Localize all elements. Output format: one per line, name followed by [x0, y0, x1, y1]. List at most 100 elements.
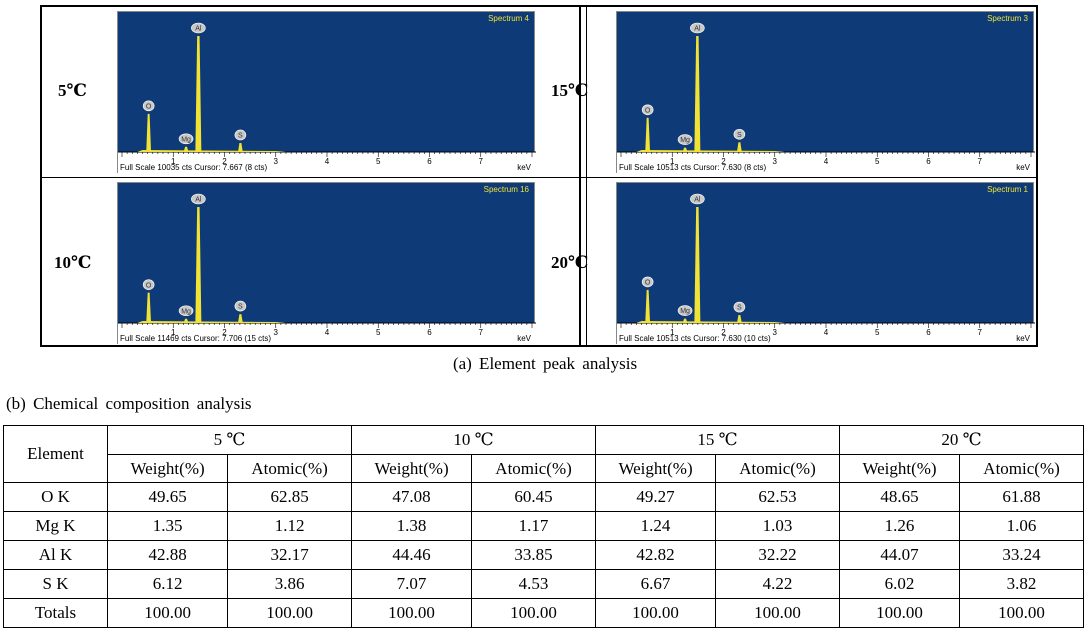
background-hump [636, 150, 785, 152]
spectrum-peak [736, 315, 742, 323]
element-cell: O K [3, 482, 108, 512]
figure-divider-vertical [579, 7, 581, 345]
axis-tick-label: 3 [274, 328, 279, 337]
temp-header: 20 ℃ [838, 425, 1085, 455]
spectrum-plot: 1 2 3 4 5 6 7 O Mg Al S [118, 22, 536, 174]
value-cell: 100.00 [350, 598, 473, 628]
axis-strip [118, 323, 536, 345]
background-hump [636, 321, 785, 323]
spectrum-plot: 1 2 3 4 5 6 7 O Mg Al S [118, 193, 536, 345]
spectrum-peak [146, 113, 152, 152]
axis-tick-label: 5 [376, 157, 381, 166]
table-row: O K 49.65 62.85 47.08 60.45 49.27 62.53 48.65 61… [3, 482, 1084, 512]
value-cell: 3.86 [227, 569, 352, 599]
value-cell: 3.82 [959, 569, 1084, 599]
value-cell: 1.06 [959, 511, 1084, 541]
spectrum-footer: Full Scale 10513 cts Cursor: 7.630 (10 c… [619, 334, 771, 343]
value-cell: 1.26 [838, 511, 961, 541]
spectrum-name: Spectrum 3 [987, 14, 1028, 23]
axis-tick-label: 2 [721, 328, 726, 337]
figure-divider-horizontal [42, 177, 1036, 178]
value-cell: 44.46 [350, 540, 473, 570]
peak-label: Mg [181, 136, 191, 143]
element-cell: Totals [3, 598, 108, 628]
temp-header: 5 ℃ [107, 425, 352, 455]
axis-tick-label: 1 [670, 328, 675, 337]
value-cell: 1.24 [594, 511, 717, 541]
peak-label-bubble [733, 128, 746, 140]
peak-label-bubble [191, 193, 206, 205]
axis-tick-label: 7 [479, 157, 484, 166]
peak-label: Al [694, 197, 701, 204]
peak-label: S [737, 305, 742, 312]
axis-tick-label: 6 [427, 328, 432, 337]
atomic-header: Atomic(%) [715, 454, 840, 483]
element-cell: S K [3, 569, 108, 599]
peak-label-bubble [191, 22, 206, 34]
value-cell: 100.00 [106, 598, 229, 628]
composition-table: Element 5 ℃ 10 ℃ 15 ℃ 20 ℃ Weight(%) Ato… [3, 425, 1085, 628]
table-caption-b: (b) Chemical composition analysis [6, 394, 252, 413]
value-cell: 42.82 [594, 540, 717, 570]
peak-label-bubble [641, 276, 654, 288]
background-hump [137, 321, 286, 323]
value-cell: 4.22 [715, 569, 840, 599]
axis-tick-label: 5 [875, 328, 880, 337]
weight-header: Weight(%) [350, 454, 473, 483]
value-cell: 4.53 [471, 569, 596, 599]
element-cell: Mg K [3, 511, 108, 541]
peak-label-bubble [142, 100, 155, 112]
atomic-header: Atomic(%) [959, 454, 1084, 483]
spectrum-footer: Full Scale 10513 cts Cursor: 7.630 (8 ct… [619, 163, 767, 172]
axis-tick-label: 6 [427, 157, 432, 166]
axis-tick-label: 4 [824, 157, 829, 166]
value-cell: 1.03 [715, 511, 840, 541]
axis-tick-label: 2 [222, 328, 227, 337]
peak-label-bubble [641, 104, 654, 116]
value-cell: 61.88 [959, 482, 1084, 512]
spectrum-peak [645, 117, 651, 152]
axis-strip [118, 152, 536, 174]
axis-tick-label: 6 [926, 157, 931, 166]
temp-label-5c: 5℃ [58, 81, 87, 100]
spectrum-peak [736, 142, 742, 152]
peak-label: O [146, 282, 152, 289]
weight-header: Weight(%) [594, 454, 717, 483]
axis-tick-label: 5 [875, 157, 880, 166]
atomic-header: Atomic(%) [227, 454, 352, 483]
value-cell: 100.00 [838, 598, 961, 628]
value-cell: 100.00 [715, 598, 840, 628]
axis-tick-label: 3 [773, 328, 778, 337]
spectrum-peak [195, 207, 202, 323]
spectrum-peak [183, 146, 189, 152]
peak-label-bubble [178, 305, 194, 317]
axis-tick-label: 3 [274, 157, 279, 166]
value-cell: 6.12 [106, 569, 229, 599]
spectrum-peak [645, 289, 651, 323]
spectrum-footer: Full Scale 11469 cts Cursor: 7.706 (15 c… [120, 334, 272, 343]
temp-label-20c: 20℃ [551, 253, 589, 272]
peak-label: O [146, 103, 152, 110]
spectrum-peak [237, 142, 243, 152]
axis-tick-label: 1 [171, 157, 176, 166]
value-cell: 100.00 [959, 598, 1084, 628]
temp-label-15c: 15℃ [551, 81, 589, 100]
spectrum-peak [237, 314, 243, 323]
element-cell: Al K [3, 540, 108, 570]
value-cell: 32.17 [227, 540, 352, 570]
axis-tick-label: 3 [773, 157, 778, 166]
axis-tick-label: 5 [376, 328, 381, 337]
peak-label-bubble [234, 129, 247, 141]
value-cell: 47.08 [350, 482, 473, 512]
axis-strip [617, 152, 1035, 174]
spectrum-name: Spectrum 1 [987, 185, 1028, 194]
atomic-header: Atomic(%) [471, 454, 596, 483]
peak-label: O [645, 107, 651, 114]
background-hump [137, 150, 286, 152]
axis-tick-label: 7 [978, 157, 983, 166]
table-row: Mg K 1.35 1.12 1.38 1.17 1.24 1.03 1.26 1.06 [3, 511, 1084, 541]
spectrum-panel-15c: 1 2 3 4 5 6 7 O Mg Al S Spectrum 3 Full Scale 1051… [616, 11, 1035, 174]
spectrum-name: Spectrum 16 [483, 185, 529, 194]
axis-tick-label: 1 [670, 157, 675, 166]
spectra-figure-grid: 5℃ 15℃ 10℃ 20℃ 1 2 3 4 5 6 7 O Mg Al S Spectrum 4 … [40, 5, 1038, 347]
